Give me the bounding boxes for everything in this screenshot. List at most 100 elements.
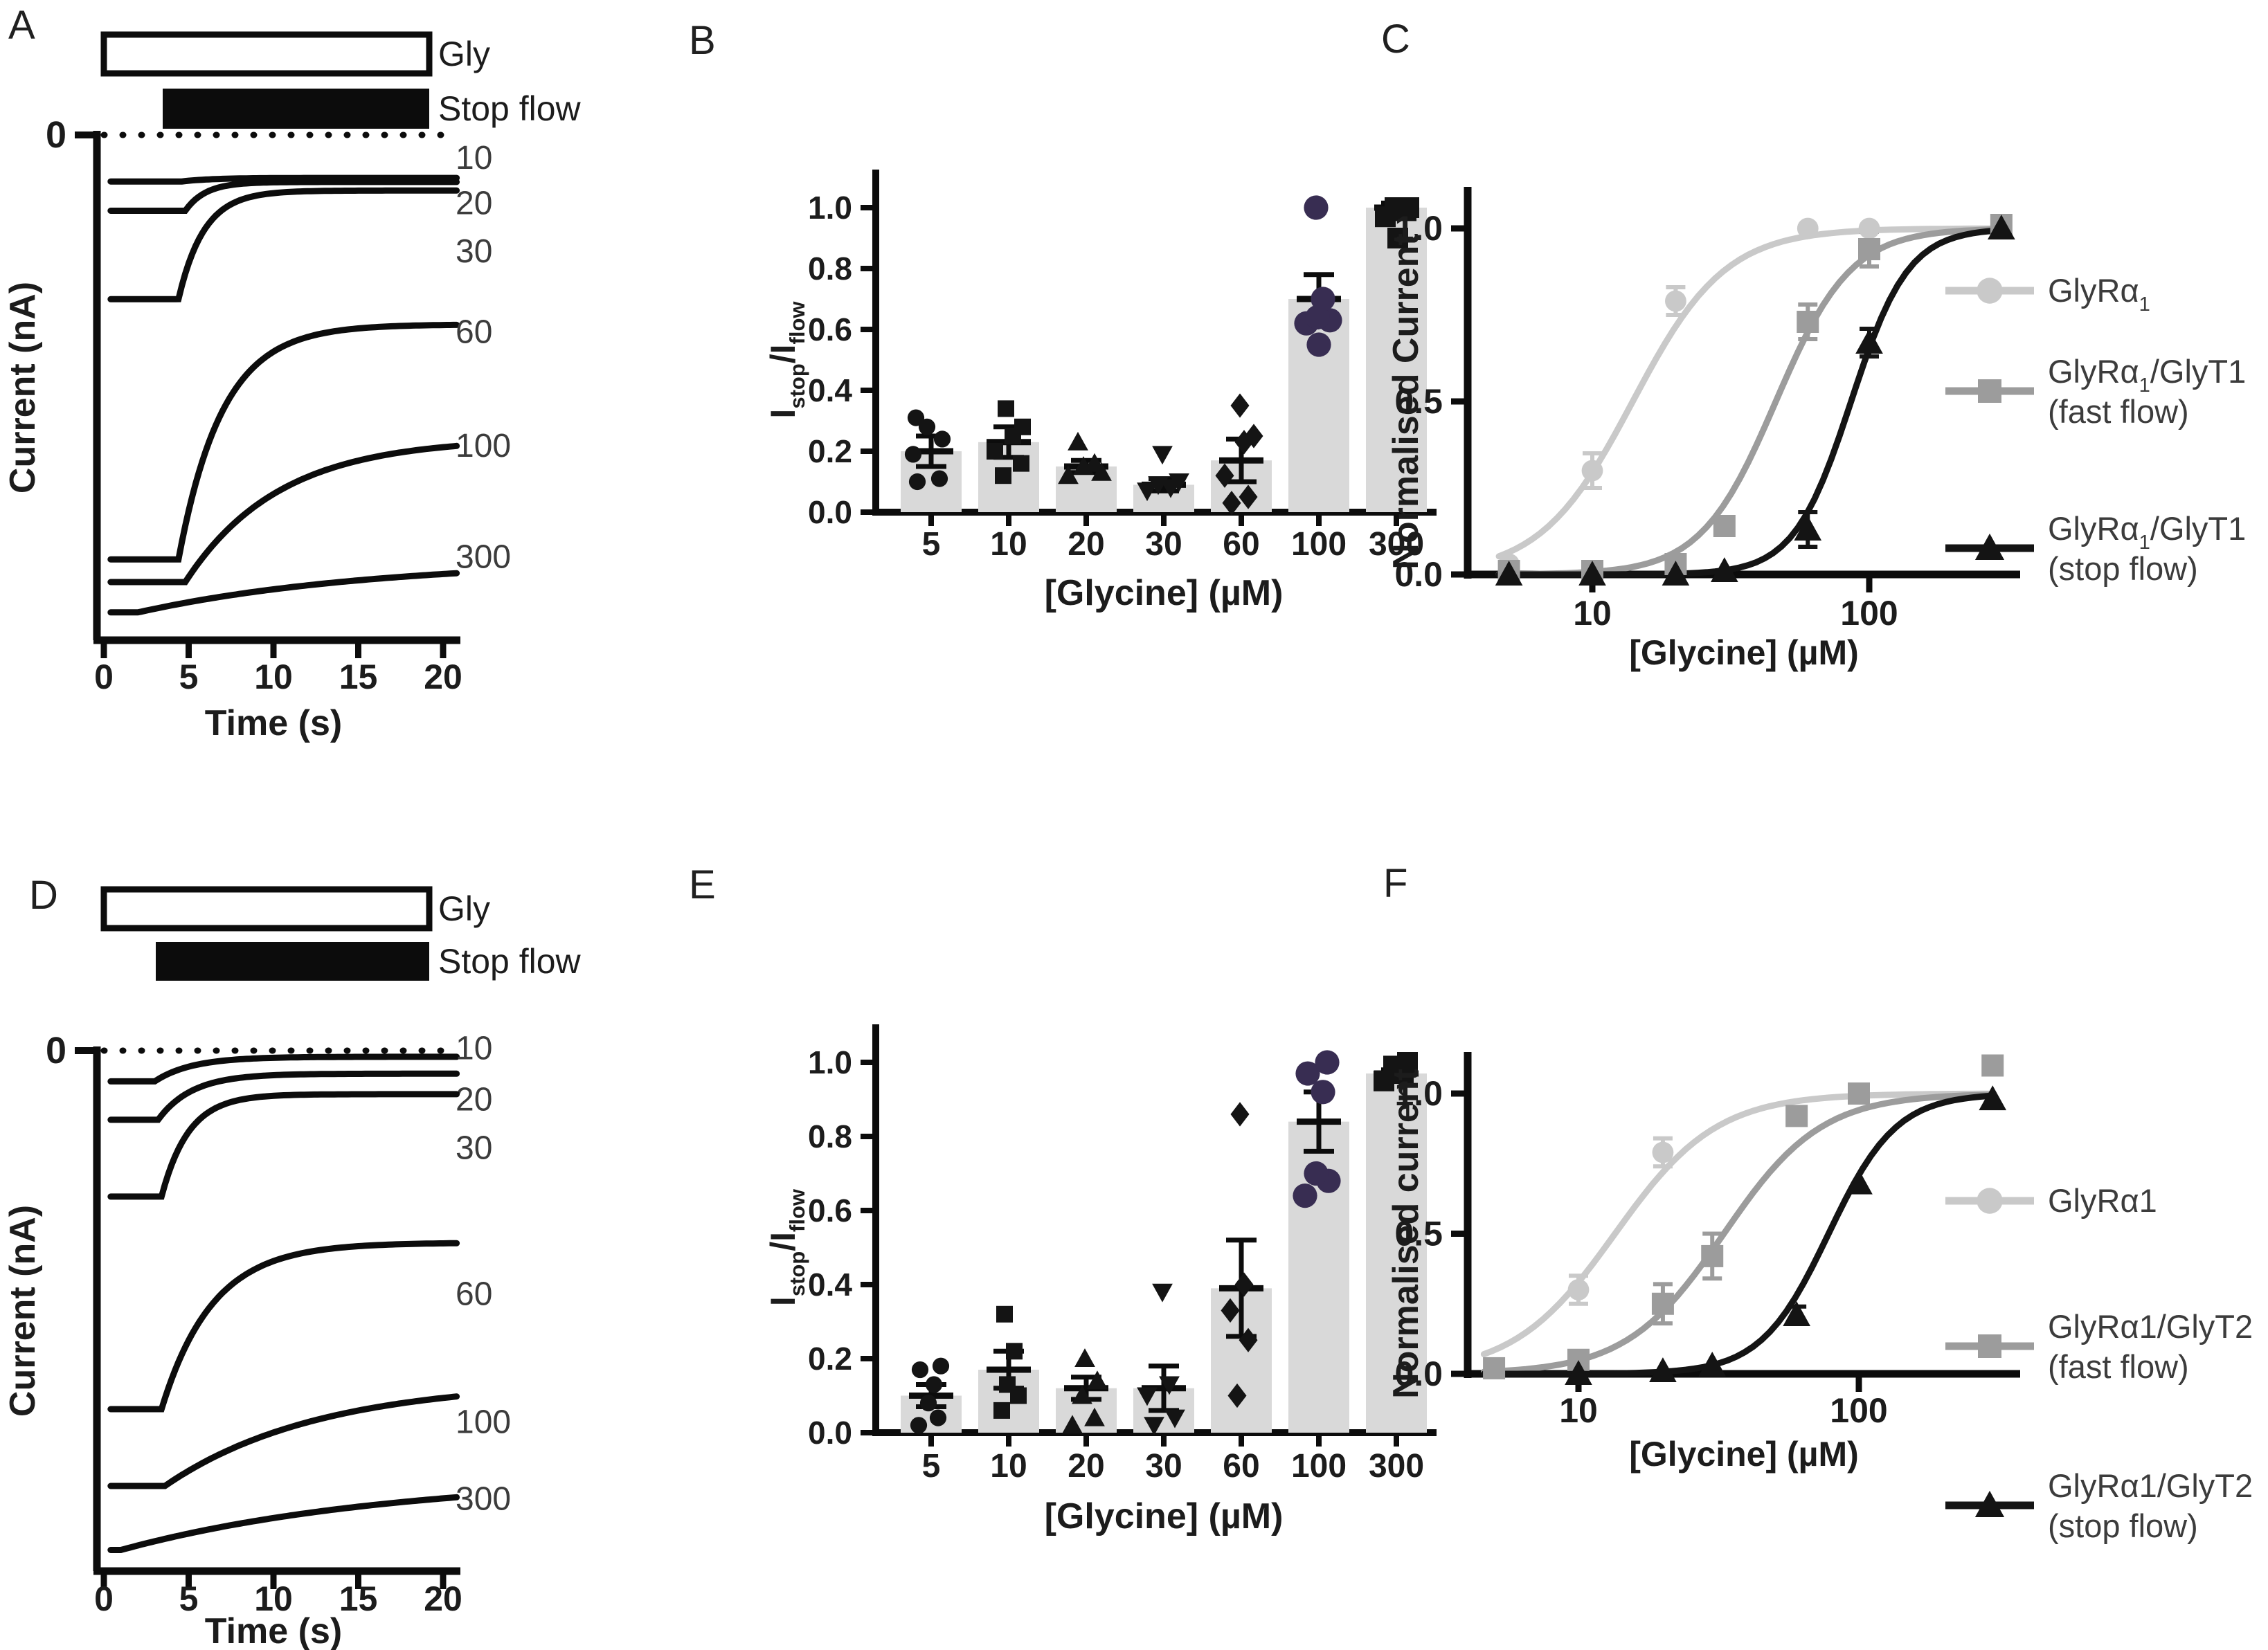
panel-E-letter: E (689, 862, 716, 907)
panel-F: F 0.0 0.5 1.0 10 100 [Glycine] (µM) Normalised… (1350, 851, 2268, 1650)
svg-text:5: 5 (179, 1579, 199, 1618)
svg-text:0.6: 0.6 (808, 311, 852, 347)
svg-text:20: 20 (1068, 526, 1104, 563)
svg-text:5: 5 (922, 526, 941, 563)
svg-text:(stop flow): (stop flow) (2048, 1507, 2198, 1544)
svg-text:[Glycine] (µM): [Glycine] (µM) (1629, 633, 1859, 672)
svg-text:30: 30 (456, 233, 492, 270)
svg-text:20: 20 (424, 1579, 462, 1618)
svg-text:0: 0 (94, 1579, 114, 1618)
svg-text:20: 20 (1068, 1448, 1104, 1485)
svg-text:Time (s): Time (s) (205, 703, 342, 743)
svg-text:GlyRα1: GlyRα1 (2048, 1182, 2157, 1219)
svg-text:0: 0 (94, 658, 114, 696)
svg-text:30: 30 (456, 1130, 492, 1167)
panel-F-plot: 0.0 0.5 1.0 10 100 [Glycine] (µM) Normalised c… (1386, 1052, 2253, 1544)
svg-text:0.8: 0.8 (808, 251, 852, 287)
panel-D: D Gly Stop flow 0 0 5 10 15 20 Time (s) Current (… (0, 848, 623, 1650)
svg-text:100: 100 (1291, 1448, 1347, 1485)
svg-text:60: 60 (456, 314, 492, 351)
svg-text:(stop flow): (stop flow) (2048, 550, 2198, 587)
svg-text:Stop flow: Stop flow (438, 89, 582, 128)
svg-text:0.0: 0.0 (1394, 1354, 1443, 1393)
svg-text:60: 60 (1223, 1448, 1259, 1485)
svg-text:0.4: 0.4 (808, 1267, 852, 1303)
panel-C-plot: 0.0 0.5 1.0 10 100[Glycine] (µM) Normalised C… (1386, 187, 2246, 672)
svg-text:10: 10 (254, 658, 293, 696)
svg-text:0: 0 (46, 114, 66, 156)
panel-A: A Gly Stop flow 0 0 5 10 15 20 Time (s) Current (… (0, 0, 623, 810)
svg-text:Istop/Iflow: Istop/Iflow (764, 301, 809, 419)
svg-text:Gly: Gly (438, 35, 490, 73)
svg-text:0.0: 0.0 (808, 1415, 852, 1451)
svg-text:0.8: 0.8 (808, 1118, 852, 1154)
svg-text:GlyRα1/GlyT2: GlyRα1/GlyT2 (2048, 1308, 2253, 1345)
svg-text:0.2: 0.2 (808, 1341, 852, 1377)
panel-D-plot: Gly Stop flow 0 0 5 10 15 20 Time (s) Current (nA… (3, 886, 582, 1650)
svg-text:10: 10 (254, 1579, 293, 1618)
svg-text:300: 300 (456, 539, 511, 576)
svg-text:100: 100 (1840, 594, 1898, 633)
svg-text:0: 0 (46, 1030, 66, 1071)
svg-text:60: 60 (456, 1276, 492, 1313)
svg-text:0.5: 0.5 (1394, 382, 1443, 421)
svg-text:20: 20 (456, 185, 492, 222)
svg-text:GlyRα1: GlyRα1 (2048, 272, 2150, 316)
svg-text:10: 10 (1559, 1391, 1598, 1430)
svg-text:Stop flow: Stop flow (438, 942, 582, 981)
svg-text:Istop/Iflow: Istop/Iflow (764, 1188, 809, 1306)
svg-text:15: 15 (339, 658, 378, 696)
svg-text:GlyRα1/GlyT1: GlyRα1/GlyT1 (2048, 353, 2246, 397)
svg-text:Gly: Gly (438, 889, 490, 928)
svg-text:10: 10 (456, 1030, 492, 1067)
svg-text:100: 100 (1291, 526, 1347, 563)
panel-A-plot: Gly Stop flow 0 0 5 10 15 20 Time (s) Current (nA… (3, 31, 582, 743)
svg-text:300: 300 (1369, 526, 1424, 563)
svg-text:Current (nA): Current (nA) (3, 282, 43, 493)
svg-text:100: 100 (1830, 1391, 1887, 1430)
svg-text:0.2: 0.2 (808, 433, 852, 469)
svg-text:10: 10 (456, 140, 492, 176)
svg-text:Normalised Current: Normalised Current (1386, 233, 1426, 569)
svg-text:(fast flow): (fast flow) (2048, 1348, 2189, 1385)
panel-D-letter: D (29, 873, 58, 918)
svg-text:0.0: 0.0 (1394, 555, 1443, 594)
svg-text:[Glycine] (µM): [Glycine] (µM) (1045, 1496, 1284, 1536)
svg-text:1.0: 1.0 (1394, 209, 1443, 248)
panel-A-letter: A (8, 3, 35, 48)
svg-text:10: 10 (1573, 594, 1612, 633)
svg-text:1.0: 1.0 (1394, 1074, 1443, 1113)
svg-text:300: 300 (1369, 1448, 1424, 1485)
panel-F-letter: F (1383, 861, 1408, 906)
svg-text:Current (nA): Current (nA) (3, 1205, 43, 1417)
svg-text:100: 100 (456, 1404, 511, 1441)
svg-text:20: 20 (424, 658, 462, 696)
panel-C-letter: C (1381, 17, 1410, 62)
svg-text:(fast flow): (fast flow) (2048, 393, 2189, 430)
svg-text:20: 20 (456, 1081, 492, 1118)
svg-text:0.6: 0.6 (808, 1193, 852, 1229)
svg-text:Normalised current: Normalised current (1386, 1069, 1426, 1399)
svg-text:5: 5 (922, 1448, 941, 1485)
svg-text:10: 10 (990, 1448, 1027, 1485)
panel-B: B 0.0 0.2 0.4 0.6 0.8 1.0 5 10 20 30 60 100 300 [Glyc… (658, 0, 1488, 664)
svg-text:1.0: 1.0 (808, 1044, 852, 1080)
svg-text:0.0: 0.0 (808, 494, 852, 530)
svg-text:60: 60 (1223, 526, 1259, 563)
svg-text:GlyRα1/GlyT1: GlyRα1/GlyT1 (2048, 510, 2246, 554)
svg-text:300: 300 (456, 1481, 511, 1518)
panel-E: E 0.0 0.2 0.4 0.6 0.8 1.0 5 10 20 30 60 100 300 [Glyc… (658, 851, 1488, 1650)
svg-text:Time (s): Time (s) (205, 1611, 342, 1650)
svg-text:10: 10 (990, 526, 1027, 563)
panel-E-plot: 0.0 0.2 0.4 0.6 0.8 1.0 5 10 20 30 60 100 300 [Glycin… (764, 1024, 1437, 1536)
svg-text:1.0: 1.0 (808, 190, 852, 226)
panel-B-letter: B (689, 18, 716, 63)
svg-text:GlyRα1/GlyT2: GlyRα1/GlyT2 (2048, 1467, 2253, 1504)
svg-text:[Glycine] (µM): [Glycine] (µM) (1045, 573, 1284, 613)
svg-text:30: 30 (1145, 1448, 1182, 1485)
svg-text:0.4: 0.4 (808, 372, 852, 408)
svg-text:15: 15 (339, 1579, 378, 1618)
svg-text:[Glycine] (µM): [Glycine] (µM) (1629, 1435, 1859, 1474)
panel-C: C 0.0 0.5 1.0 10 100 [Glycine] (µM) Normalised… (1350, 0, 2268, 699)
